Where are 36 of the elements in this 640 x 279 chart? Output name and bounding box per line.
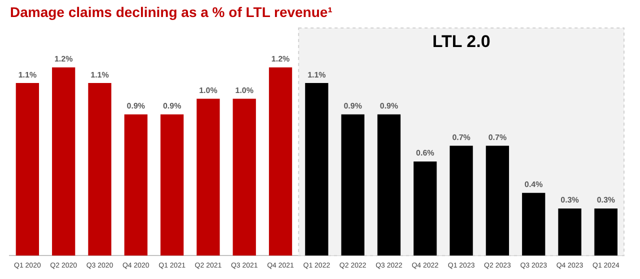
data-label: 0.7%: [488, 133, 507, 142]
data-label: 0.3%: [560, 196, 579, 205]
bar: [594, 208, 618, 256]
bar: [232, 98, 256, 256]
data-label: 0.7%: [452, 133, 470, 142]
bar: [341, 114, 364, 256]
data-label: 0.9%: [344, 102, 362, 111]
bar: [160, 114, 184, 256]
data-label: 1.0%: [235, 86, 254, 95]
data-label: 0.9%: [380, 102, 398, 111]
data-label: 0.9%: [162, 102, 182, 111]
bar: [486, 146, 510, 256]
bar: [52, 67, 76, 256]
data-label: 1.1%: [90, 70, 109, 80]
bar: [522, 192, 546, 256]
bar: [305, 83, 328, 256]
bar: [124, 114, 148, 256]
data-label: 0.6%: [416, 148, 434, 158]
bar: [268, 67, 292, 256]
bar: [196, 98, 220, 256]
bar: [88, 83, 112, 256]
data-label: 1.1%: [308, 70, 326, 80]
data-label: 1.0%: [199, 86, 218, 95]
bar: [558, 208, 582, 256]
data-label: 0.3%: [596, 196, 616, 205]
data-label: 1.2%: [54, 54, 73, 64]
bar: [377, 114, 401, 256]
data-label: 1.2%: [271, 54, 290, 64]
chart-title: Damage claims declining as a % of LTL revenue¹: [10, 4, 332, 20]
data-label: 0.4%: [524, 180, 543, 190]
data-label: 0.9%: [126, 102, 146, 111]
bar: [450, 146, 473, 256]
band-label: LTL 2.0: [432, 32, 490, 52]
data-label: 1.1%: [18, 70, 37, 80]
bar: [16, 83, 39, 256]
bar: [414, 161, 437, 256]
